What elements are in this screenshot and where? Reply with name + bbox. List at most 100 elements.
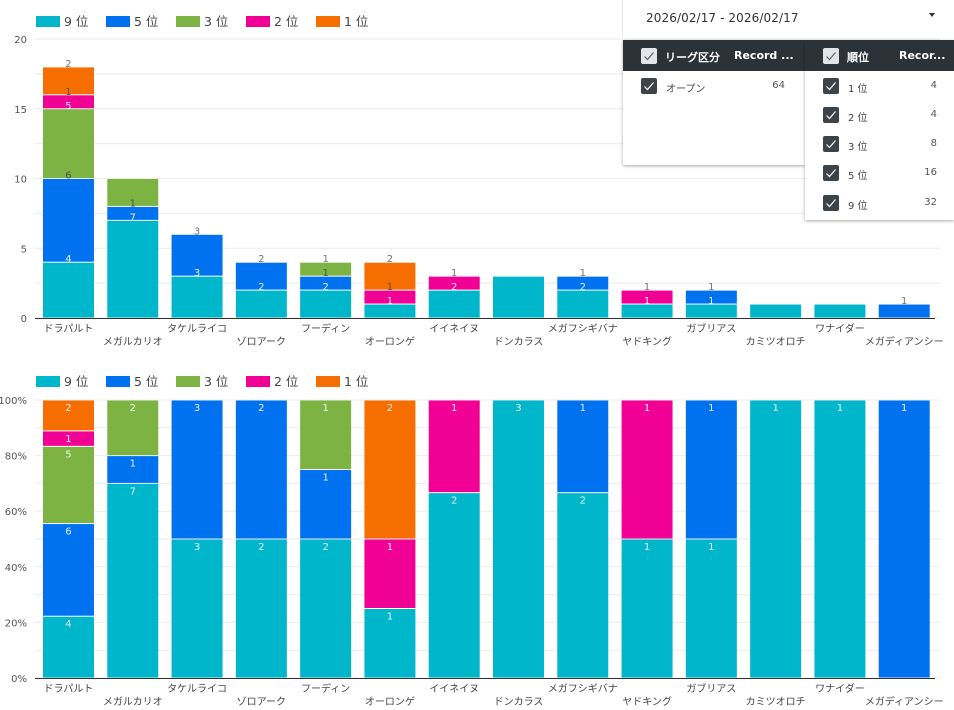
data-label: 1 <box>322 403 328 414</box>
bar-segment <box>171 400 223 539</box>
x-category-label: ドラパルト <box>44 683 94 695</box>
legend-item[interactable]: 9 位 <box>36 374 88 389</box>
bar-segment <box>43 67 94 95</box>
rank-option[interactable]: 1 位 4 <box>805 74 954 98</box>
data-label: 1 <box>644 296 650 307</box>
bar-stack: 33 <box>171 400 223 678</box>
bar-segment <box>171 539 223 678</box>
data-label: 4 <box>65 254 71 265</box>
bar-stack: 11 <box>685 400 737 678</box>
bar-stack: 22 <box>235 254 287 318</box>
option-checkbox[interactable] <box>823 165 839 181</box>
legend-item[interactable]: 5 位 <box>106 374 158 389</box>
legend-swatch <box>106 16 130 27</box>
option-checkbox[interactable] <box>823 107 839 123</box>
x-category-label: タケルライコ <box>167 683 227 695</box>
rank-option[interactable]: 3 位 8 <box>805 132 954 156</box>
legend-item[interactable]: 2 位 <box>246 14 298 29</box>
legend-item[interactable]: 3 位 <box>176 374 228 389</box>
bar-stack <box>814 304 866 318</box>
bar-segment <box>107 179 159 206</box>
legend-swatch <box>246 16 270 27</box>
bar-segment <box>428 276 480 290</box>
bar-segment <box>814 304 866 318</box>
select-all-checkbox[interactable] <box>823 48 839 64</box>
bar-segment <box>557 400 609 493</box>
x-category-label: ヤドキング <box>622 695 672 708</box>
chart-legend: 9 位 5 位 3 位 2 位 1 位 <box>36 374 368 389</box>
bar-segment <box>621 539 673 678</box>
legend-item[interactable]: 2 位 <box>246 374 298 389</box>
bar-stack: 7 1 2 <box>107 400 159 678</box>
legend-item[interactable]: 1 位 <box>316 14 368 29</box>
legend-item[interactable]: 5 位 <box>106 14 158 29</box>
data-label: 1 <box>708 403 714 414</box>
league-filter-header: リーグ区分 Record ... <box>623 40 805 71</box>
y-tick-label: 15 <box>14 105 27 116</box>
data-label: 1 <box>322 473 328 484</box>
option-checkbox[interactable] <box>823 136 839 152</box>
data-label: 7 <box>130 486 136 497</box>
data-label: 1 <box>322 254 328 265</box>
option-label: オープン <box>666 84 706 95</box>
league-option[interactable]: オープン 64 <box>623 74 805 98</box>
legend-item[interactable]: 9 位 <box>36 14 88 29</box>
data-label: 1 <box>901 403 907 414</box>
x-category-label: ガブリアス <box>686 322 736 335</box>
data-label: 1 <box>65 434 71 445</box>
bar-stack: 21 <box>557 268 609 318</box>
checkmark-icon <box>644 82 654 91</box>
data-label: 1 <box>130 198 136 209</box>
bar-segment <box>428 493 480 678</box>
data-label: 1 <box>387 282 393 293</box>
bar-segment <box>557 276 609 290</box>
bar-stack: 21 <box>428 268 480 318</box>
data-label: 2 <box>451 282 457 293</box>
option-label: 3 位 <box>848 142 868 153</box>
data-label: 2 <box>451 496 457 507</box>
bar-segment <box>621 290 673 304</box>
legend-label: 1 位 <box>344 374 368 389</box>
select-all-checkbox[interactable] <box>641 48 657 64</box>
bar-segment <box>364 304 416 318</box>
bar-segment <box>43 431 94 446</box>
data-label: 1 <box>901 296 907 307</box>
option-checkbox[interactable] <box>823 78 839 94</box>
x-category-label: フーディン <box>301 322 350 335</box>
legend-item[interactable]: 3 位 <box>176 14 228 29</box>
bar-segment <box>685 290 737 304</box>
date-range-control[interactable]: 2026/02/17 - 2026/02/17 <box>622 0 954 38</box>
bar-stack: 4 6 5 1 2 <box>43 59 94 318</box>
x-category-label: メガルカリオ <box>103 696 163 708</box>
dropdown-arrow-icon[interactable] <box>929 13 935 17</box>
rank-header-metric[interactable]: Recor... <box>899 49 946 62</box>
x-category-label: ガブリアス <box>686 682 736 695</box>
rank-option[interactable]: 2 位 4 <box>805 103 954 127</box>
data-label: 1 <box>644 542 650 553</box>
option-checkbox[interactable] <box>641 78 657 94</box>
bar-stack: 21 <box>428 400 480 678</box>
bar-segment <box>300 262 352 276</box>
x-category-label: タケルライコ <box>167 323 227 335</box>
bar-segment <box>171 276 223 318</box>
legend-item[interactable]: 1 位 <box>316 374 368 389</box>
bar-segment <box>107 400 159 456</box>
bar-segment <box>43 524 94 616</box>
bar-segment <box>300 276 352 290</box>
bar-segment <box>107 483 159 678</box>
bar-segment <box>235 262 287 290</box>
option-checkbox[interactable] <box>823 195 839 211</box>
x-category-label: メガフシギバナ <box>548 323 618 335</box>
data-label: 1 <box>580 268 586 279</box>
league-header-metric[interactable]: Record ... <box>734 49 794 62</box>
data-label: 2 <box>258 254 264 265</box>
data-label: 2 <box>580 496 586 507</box>
y-tick-label: 10 <box>14 175 27 186</box>
rank-option[interactable]: 5 位 16 <box>805 161 954 185</box>
bar-segment <box>43 179 94 262</box>
rank-option[interactable]: 9 位 32 <box>805 191 954 215</box>
league-filter-dropdown: リーグ区分 Record ... オープン 64 <box>623 40 805 165</box>
data-label: 3 <box>194 542 200 553</box>
y-tick-label: 80% <box>5 452 27 463</box>
